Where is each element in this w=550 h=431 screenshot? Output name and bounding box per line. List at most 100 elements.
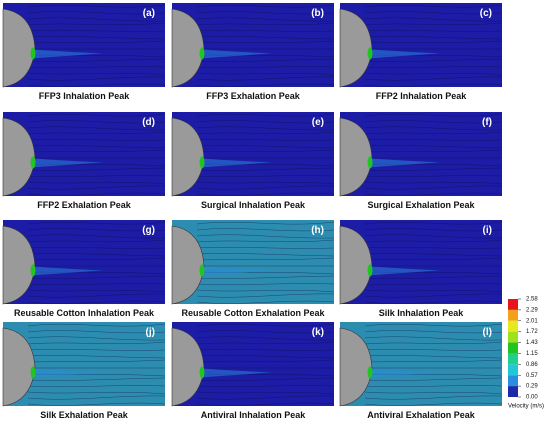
streamline xyxy=(27,66,166,68)
streamline xyxy=(196,239,335,243)
streamline xyxy=(364,300,503,304)
colorbar-segment xyxy=(508,299,518,310)
streamline xyxy=(364,175,503,177)
streamline xyxy=(364,395,503,400)
streamline xyxy=(27,167,166,171)
panel-letter: (a) xyxy=(143,8,155,19)
colorbar-tick-label: 0.86 xyxy=(526,362,538,368)
panel-letter: (f) xyxy=(482,117,492,128)
streamline xyxy=(27,76,166,81)
streamline xyxy=(27,359,166,363)
streamline xyxy=(364,76,503,81)
streamline xyxy=(27,349,166,351)
streamline xyxy=(196,385,335,387)
streamline xyxy=(27,175,166,177)
colorbar-tick-label: 2.29 xyxy=(526,307,538,313)
mask-hotspot xyxy=(367,366,373,379)
streamline xyxy=(364,257,503,261)
colorbar-tick-label: 0.29 xyxy=(526,384,538,390)
panel: (k) Antiviral Inhalation Peak xyxy=(171,322,335,420)
panel: (e) Surgical Inhalation Peak xyxy=(171,112,335,210)
panel: (j) Silk Exhalation Peak xyxy=(2,322,166,420)
streamline xyxy=(27,275,166,279)
streamline xyxy=(27,289,166,293)
mask-hotspot xyxy=(199,47,205,60)
streamline xyxy=(27,336,166,341)
streamline xyxy=(196,221,335,225)
panel: (a) FFP3 Inhalation Peak xyxy=(2,3,166,101)
panel: (d) FFP2 Exhalation Peak xyxy=(2,112,166,210)
streamline xyxy=(364,22,503,26)
panel-letter: (g) xyxy=(142,225,155,236)
head xyxy=(171,327,205,407)
panel-caption: Surgical Exhalation Peak xyxy=(367,200,475,210)
colorbar-segment xyxy=(508,320,518,332)
streamline xyxy=(364,385,503,387)
streamline xyxy=(27,239,166,243)
streamline xyxy=(27,330,166,334)
streamline xyxy=(364,330,503,334)
mask-hotspot xyxy=(30,264,36,277)
streamline xyxy=(27,300,166,304)
panel-caption: Silk Inhalation Peak xyxy=(379,308,465,318)
head xyxy=(171,225,205,305)
streamline xyxy=(364,391,503,395)
colorbar-tick-label: 1.15 xyxy=(526,351,538,357)
streamline xyxy=(364,228,503,232)
streamline xyxy=(196,391,335,395)
streamline xyxy=(364,247,503,249)
streamline xyxy=(27,40,166,44)
streamline xyxy=(196,283,335,285)
streamline xyxy=(196,402,335,406)
streamline xyxy=(27,30,166,32)
streamline xyxy=(196,275,335,279)
streamline xyxy=(27,131,166,135)
mask-hotspot xyxy=(30,156,36,169)
panel-caption: FFP2 Inhalation Peak xyxy=(376,91,468,101)
mask-hotspot xyxy=(30,47,36,60)
streamline xyxy=(27,149,166,153)
jet xyxy=(200,49,272,59)
streamline xyxy=(364,113,503,117)
streamline xyxy=(196,257,335,261)
streamline xyxy=(196,359,335,363)
colorbar-segment xyxy=(508,386,518,397)
streamline xyxy=(196,341,335,345)
panel-caption: Reusable Cotton Inhalation Peak xyxy=(14,308,155,318)
streamline xyxy=(196,11,335,15)
streamline xyxy=(27,126,166,131)
panel-caption: Silk Exhalation Peak xyxy=(40,410,129,420)
jet xyxy=(200,368,272,378)
colorbar-segment xyxy=(508,342,518,354)
head xyxy=(339,225,373,305)
streamline xyxy=(364,275,503,279)
streamline xyxy=(364,131,503,135)
streamline xyxy=(196,289,335,293)
jet xyxy=(368,158,440,168)
streamline xyxy=(364,139,503,141)
streamline xyxy=(27,355,166,359)
streamline xyxy=(364,58,503,62)
streamline xyxy=(27,120,166,124)
streamline xyxy=(364,72,503,76)
panel-letter: (j) xyxy=(146,327,155,338)
streamline xyxy=(196,66,335,68)
panel: (c) FFP2 Inhalation Peak xyxy=(339,3,503,101)
colorbar-segment xyxy=(508,331,518,343)
panel-letter: (c) xyxy=(480,8,492,19)
mask-hotspot xyxy=(367,156,373,169)
streamline xyxy=(27,341,166,345)
head xyxy=(2,225,36,305)
mask-hotspot xyxy=(199,264,205,277)
streamline xyxy=(196,139,335,141)
streamline xyxy=(196,323,335,327)
streamline xyxy=(364,181,503,185)
jet xyxy=(200,266,272,276)
streamline xyxy=(364,293,503,298)
streamline xyxy=(364,359,503,363)
streamline xyxy=(196,234,335,239)
mask-hotspot xyxy=(367,47,373,60)
streamline xyxy=(196,76,335,81)
streamline xyxy=(364,30,503,32)
